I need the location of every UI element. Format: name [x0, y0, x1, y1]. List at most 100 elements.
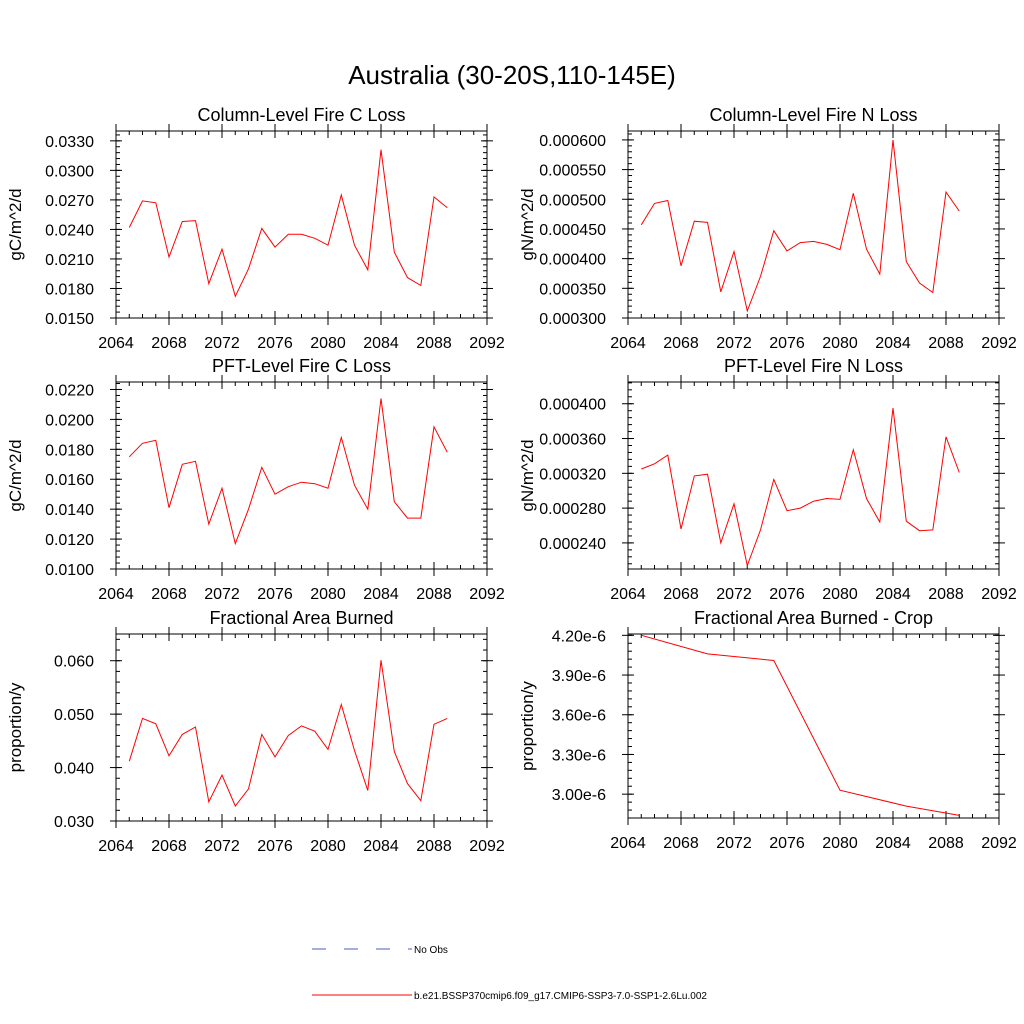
- y-tick-label: 0.060: [54, 654, 94, 671]
- y-tick-label: 0.0140: [45, 502, 94, 519]
- x-tick-label: 2080: [310, 586, 346, 603]
- chart-panel-3: 2064 2068 2072 2076 2080 2084 2088 2092 0.0100 0.…: [6, 356, 505, 603]
- y-tick-label: 0.000280: [539, 501, 606, 518]
- x-tick-label: 2068: [151, 838, 187, 855]
- x-tick-label: 2080: [822, 835, 858, 852]
- x-tick-label: 2088: [416, 335, 452, 352]
- x-tick-label: 2068: [151, 586, 187, 603]
- plot-frame: [627, 633, 1000, 819]
- x-tick-label: 2080: [310, 838, 346, 855]
- series-line: [641, 634, 960, 816]
- legend-label-model: b.e21.BSSP370cmip6.f09_g17.CMIP6-SSP3-7.…: [414, 991, 707, 1002]
- y-tick-label: 0.0240: [45, 222, 94, 239]
- y-tick-label: 0.000240: [539, 536, 606, 553]
- x-tick-label: 2064: [610, 335, 646, 352]
- plot-frame: [627, 381, 1000, 570]
- x-tick-label: 2092: [981, 835, 1017, 852]
- legend-label-no-obs: No Obs: [414, 945, 448, 956]
- y-tick-label: 0.000550: [539, 163, 606, 180]
- y-tick-label: 3.60e-6: [552, 708, 606, 725]
- x-tick-label: 2084: [363, 838, 399, 855]
- y-tick-label: 0.000450: [539, 222, 606, 239]
- x-tick-label: 2092: [469, 335, 505, 352]
- chart-panel-2: 2064 2068 2072 2076 2080 2084 2088 2092 0.000300…: [518, 105, 1017, 352]
- series-line: [128, 660, 448, 807]
- plot-frame: [115, 130, 488, 319]
- y-tick-label: 0.000360: [539, 432, 606, 449]
- x-tick-label: 2064: [98, 838, 134, 855]
- x-tick-label: 2064: [610, 835, 646, 852]
- x-tick-label: 2076: [257, 335, 293, 352]
- y-tick-label: 0.0300: [45, 163, 94, 180]
- y-tick-label: 0.0270: [45, 193, 94, 210]
- x-tick-label: 2088: [416, 586, 452, 603]
- x-tick-label: 2088: [928, 586, 964, 603]
- main-title: Australia (30-20S,110-145E): [348, 60, 676, 90]
- x-tick-label: 2064: [610, 586, 646, 603]
- y-tick-label: 0.000500: [539, 192, 606, 209]
- y-tick-label: 0.0180: [45, 442, 94, 459]
- x-tick-label: 2084: [875, 335, 911, 352]
- x-tick-label: 2092: [981, 335, 1017, 352]
- panel-title: Fractional Area Burned - Crop: [694, 608, 933, 628]
- y-tick-label: 0.030: [54, 814, 94, 831]
- x-tick-label: 2068: [663, 835, 699, 852]
- y-tick-label: 0.0180: [45, 281, 94, 298]
- y-tick-label: 3.90e-6: [552, 668, 606, 685]
- x-tick-label: 2092: [469, 838, 505, 855]
- x-tick-label: 2068: [663, 335, 699, 352]
- x-tick-label: 2068: [151, 335, 187, 352]
- y-tick-label: 0.000600: [539, 133, 606, 150]
- chart-panel-1: 2064 2068 2072 2076 2080 2084 2088 2092 0.0150 0.…: [6, 105, 505, 352]
- x-tick-label: 2084: [363, 586, 399, 603]
- x-tick-label: 2068: [663, 586, 699, 603]
- y-tick-label: 0.0200: [45, 412, 94, 429]
- x-tick-label: 2072: [204, 586, 240, 603]
- x-tick-label: 2076: [769, 835, 805, 852]
- x-tick-label: 2092: [981, 586, 1017, 603]
- series-line: [641, 408, 960, 568]
- x-tick-label: 2076: [769, 335, 805, 352]
- plot-frame: [115, 633, 488, 822]
- y-tick-label: 4.20e-6: [552, 628, 606, 645]
- chart-panel-4: 2064 2068 2072 2076 2080 2084 2088 2092 0.000240…: [518, 356, 1017, 603]
- plot-frame: [627, 130, 1000, 319]
- x-tick-label: 2084: [875, 835, 911, 852]
- x-tick-label: 2076: [257, 838, 293, 855]
- panel-title: PFT-Level Fire C Loss: [212, 356, 391, 376]
- y-axis-label: gN/m^2/d: [518, 188, 537, 260]
- y-axis-label: proportion/y: [6, 682, 25, 772]
- y-tick-label: 0.000400: [539, 252, 606, 269]
- x-tick-label: 2088: [416, 838, 452, 855]
- x-tick-label: 2072: [204, 335, 240, 352]
- x-tick-label: 2080: [822, 586, 858, 603]
- y-tick-label: 0.0150: [45, 311, 94, 328]
- plot-frame: [115, 381, 488, 570]
- y-tick-label: 0.040: [54, 761, 94, 778]
- x-tick-label: 2076: [257, 586, 293, 603]
- panels: 2064 2068 2072 2076 2080 2084 2088 2092 0.0150 0.…: [6, 105, 1017, 855]
- x-tick-label: 2084: [875, 586, 911, 603]
- panel-title: Column-Level Fire N Loss: [709, 105, 917, 125]
- y-tick-label: 0.000400: [539, 397, 606, 414]
- y-tick-label: 0.000320: [539, 466, 606, 483]
- y-axis-label: gC/m^2/d: [6, 188, 25, 260]
- panel-title: Column-Level Fire C Loss: [197, 105, 405, 125]
- y-tick-label: 0.0120: [45, 532, 94, 549]
- x-tick-label: 2080: [310, 335, 346, 352]
- x-tick-label: 2072: [716, 835, 752, 852]
- x-tick-label: 2064: [98, 586, 134, 603]
- x-tick-label: 2072: [716, 335, 752, 352]
- panel-title: PFT-Level Fire N Loss: [724, 356, 903, 376]
- x-tick-label: 2080: [822, 335, 858, 352]
- y-tick-label: 0.0330: [45, 134, 94, 151]
- series-line: [640, 139, 960, 313]
- x-tick-label: 2072: [716, 586, 752, 603]
- legend: No Obs b.e21.BSSP370cmip6.f09_g17.CMIP6-…: [312, 945, 707, 1002]
- y-tick-label: 0.050: [54, 707, 94, 724]
- x-tick-label: 2072: [204, 838, 240, 855]
- y-tick-label: 0.0100: [45, 562, 94, 579]
- y-tick-label: 0.000300: [539, 311, 606, 328]
- y-tick-label: 0.0160: [45, 472, 94, 489]
